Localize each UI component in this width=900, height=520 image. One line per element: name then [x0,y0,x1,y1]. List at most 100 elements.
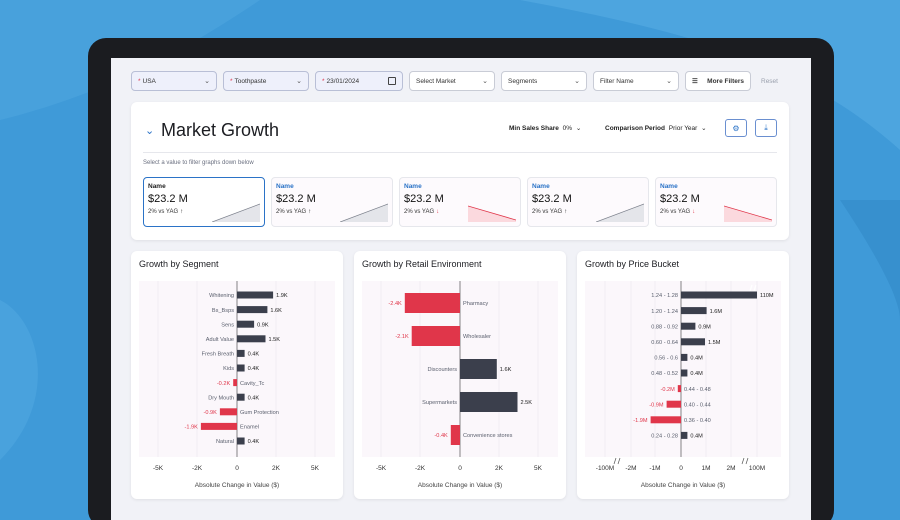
category-label: Adult Value [206,337,234,343]
kpi-yag: 2% vs YAG [660,209,691,215]
comparison-period-control[interactable]: Comparison Period Prior Year ⌄ [605,124,707,132]
kpi-yag: 2% vs YAG [276,209,307,215]
data-label: 1.6K [270,308,282,314]
kpi-value: $23.2 M [660,193,700,205]
kpi-value: $23.2 M [148,193,188,205]
bar [681,353,688,361]
bar [681,369,688,377]
segment-chart: -5K -2K 0 2K 5K Whitening 1.9K Bs_Bsps 1.6K Sens 0… [139,281,335,489]
country-select[interactable]: * USA ⌄ [131,71,217,91]
more-filters-button[interactable]: ☰ More Filters [685,71,751,91]
tick-label: 2K [495,465,504,472]
tick-label: 5K [311,465,320,472]
bar [233,379,237,387]
category-label: Sens [221,322,234,328]
kpi-card[interactable]: Name $23.2 M 2% vs YAG ↑ [527,177,649,227]
reset-button[interactable]: Reset [761,77,778,85]
data-label: -2.1K [395,334,409,340]
kpi-card[interactable]: Name $23.2 M 2% vs YAG ↓ [655,177,777,227]
chevron-down-icon: ⌄ [296,78,302,85]
settings-button[interactable]: ⚙ [725,119,747,137]
tick-label: 1M [701,465,710,472]
chart-title: Growth by Price Bucket [585,259,680,269]
category-label: Fresh Breath [202,352,234,358]
bar [460,359,497,379]
bar [200,422,237,430]
bar [219,408,237,416]
market-growth-card: ⌄ Market Growth Min Sales Share 0% ⌄ Com… [131,102,789,240]
arrow-up-icon: ↑ [564,209,568,215]
calendar-icon [388,77,396,85]
arrow-up-icon: ↑ [308,209,312,215]
data-label: 1.5M [708,340,721,346]
category-select[interactable]: * Toothpaste ⌄ [223,71,309,91]
kpi-value: $23.2 M [404,193,444,205]
axis-break-mark [613,457,621,465]
filter-name-select[interactable]: Filter Name ⌄ [593,71,679,91]
category-label: 0.88 - 0.92 [651,324,678,330]
kpi-name: Name [404,183,422,190]
kpi-card[interactable]: Name $23.2 M 2% vs YAG ↓ [399,177,521,227]
more-filters-label: More Filters [707,77,744,85]
data-label: -0.9M [649,402,664,408]
comparison-label: Comparison Period [605,125,665,132]
segments-select[interactable]: Segments ⌄ [501,71,587,91]
min-sales-share-control[interactable]: Min Sales Share 0% ⌄ [509,124,581,132]
bar [237,393,245,401]
chevron-down-icon: ⌄ [574,78,580,85]
category-label: Pharmacy [463,301,488,307]
market-select[interactable]: Select Market ⌄ [409,71,495,91]
data-label: -0.2K [217,381,231,387]
chevron-down-icon: ⌄ [666,78,672,85]
category-label: Kids [223,366,234,372]
bar [650,416,681,424]
retail-chart-card: Growth by Retail Environment -5K -2K 0 2K 5K… [354,251,566,499]
chevron-down-icon: ⌄ [204,78,210,85]
kpi-yag: 2% vs YAG [404,209,435,215]
min-sales-value: 0% [562,125,573,132]
data-label: 1.9K [276,293,288,299]
data-label: 0.4M [690,434,703,440]
bar [460,392,518,412]
tick-label: -2M [625,465,636,472]
category-label: 0.60 - 0.64 [651,340,678,346]
bar [450,425,460,445]
collapse-chevron-icon[interactable]: ⌄ [145,125,155,137]
tick-label: -5K [376,465,387,472]
kpi-yag: 2% vs YAG [532,209,563,215]
category-value: Toothpaste [234,77,267,85]
category-label: Gum Protection [240,410,279,416]
kpi-card[interactable]: Name $23.2 M 2% vs YAG ↑ [143,177,265,227]
date-picker[interactable]: * 23/01/2024 [315,71,403,91]
bar [237,437,245,445]
kpi-name: Name [148,183,166,190]
data-label: 110M [760,293,774,299]
segments-placeholder: Segments [508,77,538,85]
country-value: USA [142,77,156,85]
bar [411,326,460,346]
chevron-down-icon: ⌄ [701,125,707,132]
tick-label: 0 [235,465,239,472]
category-label: 0.24 - 0.28 [651,434,678,440]
bar [681,431,688,439]
download-button[interactable]: ⤓ [755,119,777,137]
category-label: 0.56 - 0.6 [654,356,678,362]
filter-name-placeholder: Filter Name [600,77,634,85]
data-label: -2.4K [388,301,402,307]
price-bucket-chart-card: Growth by Price Bucket -100M -2M -1M 0 1M 2M 1… [577,251,789,499]
arrow-down-icon: ↓ [436,209,440,215]
tick-label: 2K [272,465,281,472]
category-label: Dry Mouth [208,395,234,401]
app-screen: * USA ⌄ * Toothpaste ⌄ * 23/01/2024 Select … [111,58,811,520]
sparkline [596,203,644,222]
data-label: 2.5K [521,400,533,406]
kpi-name: Name [276,183,294,190]
data-label: 0.4K [248,439,260,445]
data-label: 1.6M [710,309,723,315]
sparkline [212,203,260,222]
sparkline [340,203,388,222]
kpi-card[interactable]: Name $23.2 M 2% vs YAG ↑ [271,177,393,227]
market-placeholder: Select Market [416,77,456,85]
arrow-down-icon: ↓ [692,209,696,215]
bar [677,385,681,393]
